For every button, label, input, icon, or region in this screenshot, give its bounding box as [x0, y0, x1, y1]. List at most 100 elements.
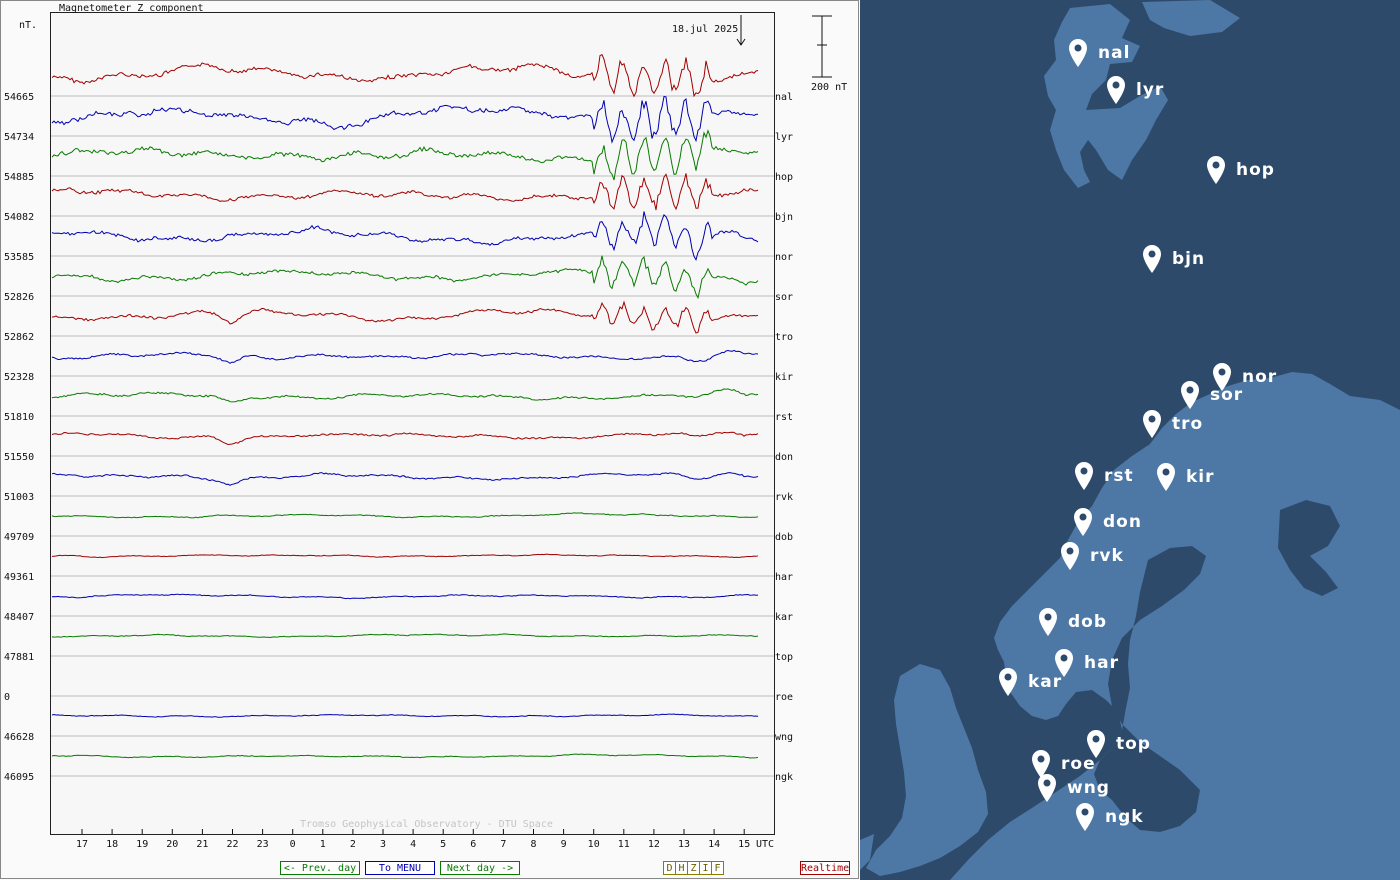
station-trace-kar: [51, 593, 759, 600]
station-baseline-value: 47881: [4, 652, 34, 663]
station-code-label: top: [775, 652, 793, 663]
station-baseline-value: 54885: [4, 172, 34, 183]
scandinavia-land: [950, 372, 1400, 880]
station-trace-tro: [51, 300, 759, 334]
station-baseline-value: 46095: [4, 772, 34, 783]
map-pin-icon[interactable]: [1086, 729, 1106, 759]
station-trace-lyr: [51, 95, 759, 144]
map-station-label[interactable]: nal: [1098, 43, 1131, 63]
next-day-button[interactable]: Next day ->: [440, 861, 520, 875]
station-code-label: sor: [775, 292, 793, 303]
station-trace-don: [51, 431, 759, 446]
x-tick-label: 17: [76, 839, 88, 850]
map-station-label[interactable]: rst: [1104, 466, 1134, 486]
map-pin-icon[interactable]: [1031, 749, 1051, 779]
station-baseline-value: 52826: [4, 292, 34, 303]
station-trace-rst: [51, 388, 759, 403]
map-pin-icon[interactable]: [1073, 507, 1093, 537]
x-tick-label: 1: [320, 839, 326, 850]
map-pin-icon[interactable]: [1068, 38, 1088, 68]
station-baseline-value: 54082: [4, 212, 34, 223]
station-code-label: bjn: [775, 212, 793, 223]
station-code-label: tro: [775, 332, 793, 343]
map-station-label[interactable]: bjn: [1172, 249, 1206, 269]
station-baseline-value: 51810: [4, 412, 34, 423]
station-baseline-value: 52328: [4, 372, 34, 383]
x-tick-label: 7: [500, 839, 506, 850]
map-pin-icon[interactable]: [998, 667, 1018, 697]
white-sea: [1278, 500, 1340, 596]
map-station-label[interactable]: ngk: [1105, 807, 1144, 827]
svalbard-east-island: [1142, 0, 1240, 36]
x-tick-label: 8: [530, 839, 536, 850]
station-code-label: kar: [775, 612, 793, 623]
map-pin-icon[interactable]: [1142, 244, 1162, 274]
map-station-label[interactable]: roe: [1061, 754, 1096, 774]
station-code-label: ngk: [775, 772, 793, 783]
map-pin-icon[interactable]: [1212, 362, 1232, 392]
station-code-label: nal: [775, 92, 793, 103]
x-tick-label: 5: [440, 839, 446, 850]
map-station-label[interactable]: lyr: [1136, 80, 1165, 100]
map-station-label[interactable]: kir: [1186, 467, 1215, 487]
station-baseline-value: 52862: [4, 332, 34, 343]
map-station-label[interactable]: kar: [1028, 672, 1063, 692]
station-code-label: rvk: [775, 492, 793, 503]
x-tick-label: 0: [290, 839, 296, 850]
station-baseline-value: 51003: [4, 492, 34, 503]
panel-border: [0, 0, 859, 879]
map-pin-icon[interactable]: [1180, 380, 1200, 410]
date-arrow: [736, 15, 746, 46]
map-station-label[interactable]: wng: [1067, 778, 1110, 798]
station-code-label: hop: [775, 172, 793, 183]
map-station-label[interactable]: rvk: [1090, 546, 1124, 566]
map-station-label[interactable]: tro: [1172, 414, 1204, 434]
prev-day-button[interactable]: <- Prev. day: [280, 861, 360, 875]
to-menu-button[interactable]: To MENU: [365, 861, 435, 875]
station-trace-top: [51, 633, 759, 639]
realtime-button[interactable]: Realtime: [800, 861, 850, 875]
magnetometer-chart-panel: 17 18 19 20 21 22 23 0 1 2 3 4 5 6 7 8 9 10 11 12 13 14 15 5466…: [0, 0, 860, 880]
scale-label: 200 nT: [811, 82, 847, 93]
map-pin-icon[interactable]: [1156, 462, 1176, 492]
ireland-land: [860, 834, 874, 870]
station-trace-har: [51, 553, 759, 559]
watermark: Tromso Geophysical Observatory - DTU Spa…: [300, 819, 553, 830]
x-tick-label: 13: [678, 839, 690, 850]
x-tick-label: 12: [648, 839, 660, 850]
map-pin-icon[interactable]: [1074, 461, 1094, 491]
x-tick-label: 6: [470, 839, 476, 850]
map-station-label[interactable]: har: [1084, 653, 1119, 673]
station-code-label: wng: [775, 732, 793, 743]
map-station-label[interactable]: hop: [1236, 160, 1275, 180]
station-map: nal lyr hop bjn nor sor tro rst kir don rvk dob har k…: [860, 0, 1400, 880]
britain-land: [866, 664, 988, 876]
x-tick-label: 19: [136, 839, 148, 850]
map-pin-icon[interactable]: [1054, 648, 1074, 678]
map-pin-icon[interactable]: [1075, 802, 1095, 832]
station-code-label: rst: [775, 412, 793, 423]
unit-label: nT.: [19, 20, 37, 31]
baltic-sea: [1094, 546, 1206, 832]
map-pin-icon[interactable]: [1060, 541, 1080, 571]
map-station-label[interactable]: nor: [1242, 367, 1278, 387]
map-station-label[interactable]: don: [1103, 512, 1142, 532]
map-pin-icon[interactable]: [1206, 155, 1226, 185]
map-station-label[interactable]: sor: [1210, 385, 1244, 405]
x-tick-label: 14: [708, 839, 720, 850]
map-pin-icon[interactable]: [1106, 75, 1126, 105]
station-code-label: har: [775, 572, 793, 583]
component-f-button[interactable]: F: [711, 861, 724, 875]
station-trace-nal: [51, 54, 759, 98]
map-pin-icon[interactable]: [1142, 409, 1162, 439]
map-pin-icon[interactable]: [1038, 607, 1058, 637]
map-pin-icon[interactable]: [1037, 773, 1057, 803]
station-trace-hop: [51, 129, 759, 181]
station-trace-rvk: [51, 472, 759, 486]
map-station-label[interactable]: top: [1116, 734, 1151, 754]
station-baseline-value: 48407: [4, 612, 34, 623]
magnetometer-chart: 17 18 19 20 21 22 23 0 1 2 3 4 5 6 7 8 9 10 11 12 13 14 155466…: [0, 0, 859, 879]
x-tick-label: 18: [106, 839, 118, 850]
map-station-label[interactable]: dob: [1068, 612, 1108, 632]
x-tick-label: 20: [166, 839, 178, 850]
